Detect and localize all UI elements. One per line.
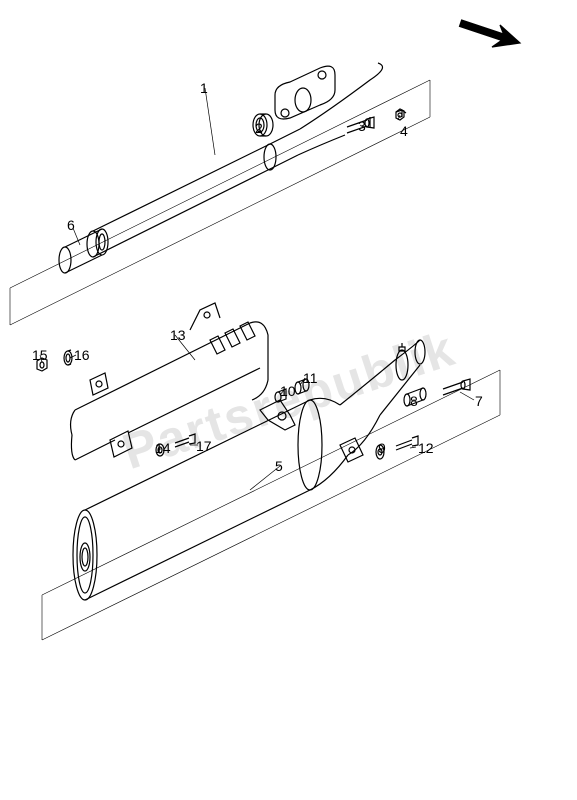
callout-6: 6 xyxy=(67,217,75,233)
callout-1: 1 xyxy=(200,80,208,96)
nut-4 xyxy=(396,109,406,120)
callout-16: 16 xyxy=(74,347,90,363)
callout-14: 14 xyxy=(155,440,171,456)
connector-6 xyxy=(59,229,108,273)
callout-8: 8 xyxy=(410,393,418,409)
callout-5: 5 xyxy=(275,458,283,474)
callout-15: 15 xyxy=(32,347,48,363)
direction-arrow xyxy=(460,23,520,47)
callout-13: 13 xyxy=(170,327,186,343)
bolt-12 xyxy=(396,436,418,450)
callout-3: 3 xyxy=(358,118,366,134)
clamp xyxy=(396,343,408,380)
callout-11: 11 xyxy=(303,370,318,386)
callout-4: 4 xyxy=(400,123,408,139)
muffler xyxy=(73,340,425,600)
callout-12: 12 xyxy=(418,440,434,456)
callout-7: 7 xyxy=(475,393,483,409)
callout-2: 2 xyxy=(255,120,263,136)
diagram-svg xyxy=(0,0,577,800)
callout-17: 17 xyxy=(196,438,212,454)
callout-9: 9 xyxy=(378,440,386,456)
callout-10: 10 xyxy=(280,383,296,399)
